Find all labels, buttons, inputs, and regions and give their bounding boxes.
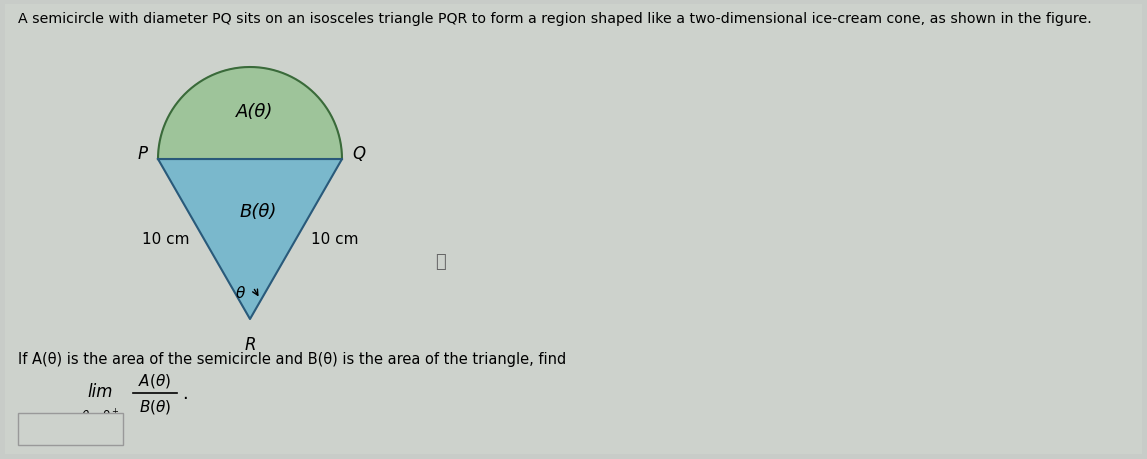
Text: 10 cm: 10 cm: [141, 232, 189, 247]
Text: Q: Q: [352, 145, 365, 162]
Text: R: R: [244, 335, 256, 353]
Text: If A(θ) is the area of the semicircle and B(θ) is the area of the triangle, find: If A(θ) is the area of the semicircle an…: [18, 351, 567, 366]
Text: .: .: [182, 384, 188, 402]
Text: ⓘ: ⓘ: [435, 252, 445, 270]
Text: B(θ): B(θ): [240, 202, 276, 220]
Polygon shape: [158, 160, 342, 319]
Text: P: P: [138, 145, 148, 162]
FancyBboxPatch shape: [5, 5, 1142, 454]
Text: A(θ): A(θ): [236, 103, 274, 121]
FancyBboxPatch shape: [18, 413, 123, 445]
Text: 10 cm: 10 cm: [311, 232, 359, 247]
Text: A semicircle with diameter PQ sits on an isosceles triangle PQR to form a region: A semicircle with diameter PQ sits on an…: [18, 12, 1092, 26]
Text: $B(\theta)$: $B(\theta)$: [139, 397, 171, 415]
Text: $\theta \to 0^+$: $\theta \to 0^+$: [80, 407, 119, 422]
Text: θ: θ: [235, 286, 244, 301]
Polygon shape: [158, 68, 342, 160]
Text: lim: lim: [87, 382, 112, 400]
Text: $A(\theta)$: $A(\theta)$: [139, 371, 172, 389]
